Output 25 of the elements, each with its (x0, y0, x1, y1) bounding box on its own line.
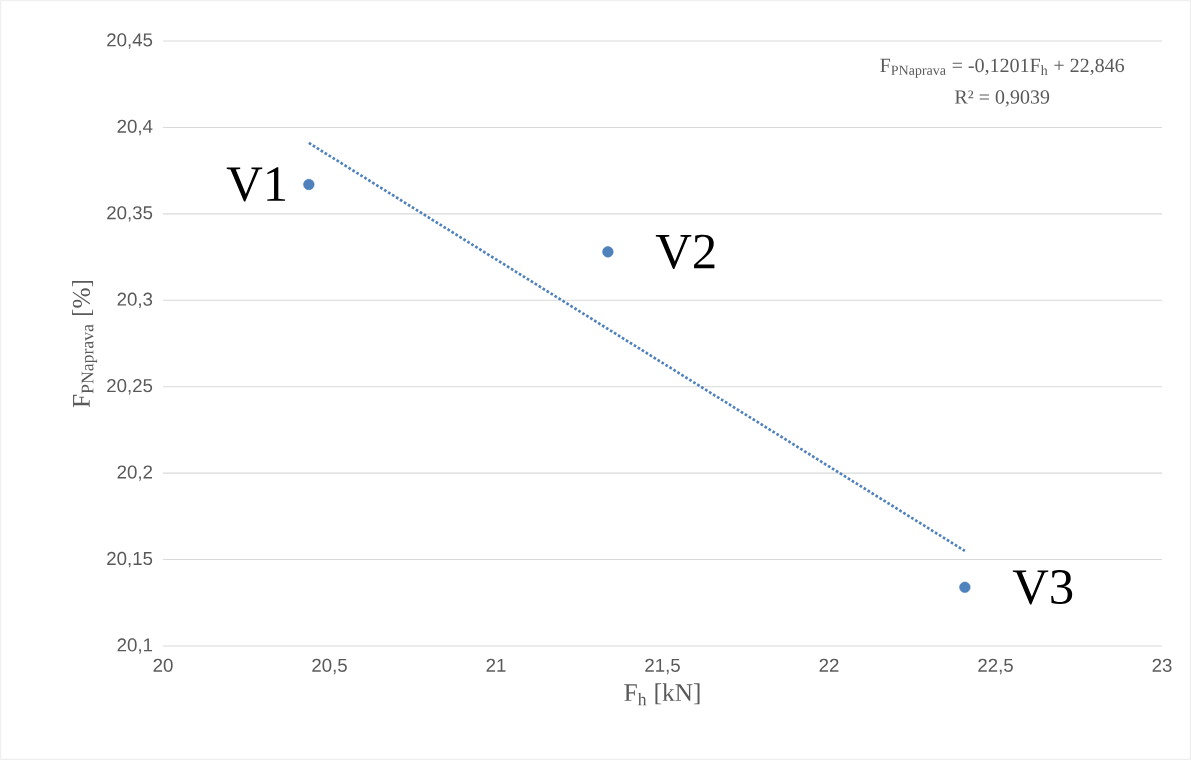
y-tick-label: 20,35 (107, 206, 153, 222)
x-tick-label: 22 (819, 658, 839, 672)
y-tick-label: 20,25 (107, 378, 153, 395)
annotation: V2 (655, 234, 715, 270)
y-tick-label: 20,15 (107, 551, 153, 568)
annotation: V1 (226, 167, 286, 202)
x-tick-label: 22,5 (978, 658, 1013, 675)
x-tick-label: 21,5 (645, 658, 680, 675)
point (959, 581, 971, 593)
y-tick-label: 20,45 (107, 33, 153, 49)
point (602, 246, 614, 258)
x-tick-label: 20,5 (312, 658, 347, 675)
x-axis-title: F$_{h}$ [kN] (624, 683, 700, 706)
y-tick-label: 20,3 (117, 292, 153, 308)
point (303, 178, 315, 191)
x-tick-label: 21 (486, 658, 506, 672)
annotation: R² = 0,9039 (954, 90, 1050, 107)
annotation: F$_{PNaprava}$ = -0,1201F$_{h}$ + 22,846 (880, 58, 1125, 78)
x-tick-label: 20 (153, 658, 173, 672)
y-tick-label: 20,4 (117, 119, 153, 136)
y-tick-label: 20,1 (117, 638, 153, 654)
y-axis-title: F$_{PNaprava}$ [%] (72, 280, 98, 408)
annotation: V3 (1012, 570, 1073, 605)
x-tick-label: 23 (1152, 658, 1172, 672)
y-tick-label: 20,2 (117, 465, 153, 481)
